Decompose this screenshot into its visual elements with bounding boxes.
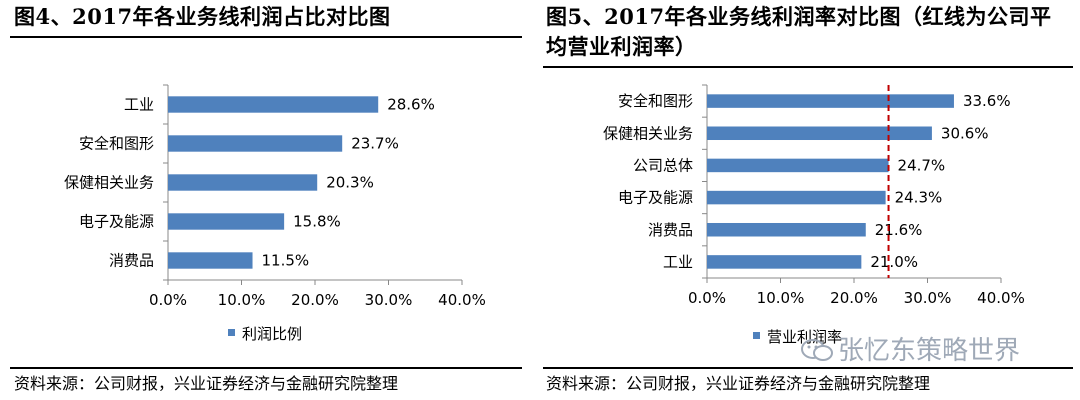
right-category-label: 安全和图形 bbox=[618, 92, 693, 110]
right-source-rule bbox=[543, 367, 1073, 369]
right-x-tick-label: 10.0% bbox=[757, 289, 805, 307]
left-x-tick-label: 10.0% bbox=[218, 291, 266, 309]
right-category-label: 保健相关业务 bbox=[603, 124, 693, 142]
right-value-label: 30.6% bbox=[941, 124, 989, 142]
right-value-label: 21.6% bbox=[875, 221, 923, 239]
left-value-label: 28.6% bbox=[387, 96, 435, 114]
right-legend-label: 营业利润率 bbox=[767, 328, 842, 346]
right-x-tick-label: 20.0% bbox=[830, 289, 878, 307]
left-bar bbox=[168, 213, 285, 230]
watermark-text: 张忆东策略世界 bbox=[838, 336, 1021, 366]
left-bar bbox=[168, 252, 253, 269]
left-value-label: 11.5% bbox=[262, 252, 310, 270]
right-source-note: 资料来源：公司财报，兴业证券经济与金融研究院整理 bbox=[546, 374, 931, 393]
right-value-label: 24.7% bbox=[898, 156, 946, 174]
right-chart-title-line2: 均营业利润率） bbox=[546, 34, 697, 59]
right-chart-title-line1: 图5、2017年各业务线利润率对比图（红线为公司平 bbox=[546, 4, 1052, 29]
left-title-rule bbox=[10, 36, 522, 38]
right-bar bbox=[707, 158, 889, 173]
wechat-logo-icon bbox=[801, 339, 833, 361]
right-bar-chart: 0.0% 10.0% 20.0% 30.0% 40.0% 安全和图形 33.6% 保健相关业务… bbox=[603, 84, 1025, 346]
right-category-label: 工业 bbox=[663, 253, 693, 271]
right-x-tick-label: 30.0% bbox=[904, 289, 952, 307]
left-category-label: 安全和图形 bbox=[79, 135, 154, 153]
left-x-tick-label: 40.0% bbox=[438, 291, 486, 309]
left-source-rule bbox=[10, 367, 522, 369]
right-bar bbox=[707, 222, 866, 237]
right-bar bbox=[707, 190, 886, 205]
left-legend-label: 利润比例 bbox=[242, 325, 302, 343]
left-x-tick-label: 30.0% bbox=[365, 291, 413, 309]
right-bar bbox=[707, 94, 954, 108]
left-bar bbox=[168, 96, 379, 113]
left-source-note: 资料来源：公司财报，兴业证券经济与金融研究院整理 bbox=[14, 374, 399, 393]
left-value-label: 23.7% bbox=[351, 135, 399, 153]
right-category-label: 电子及能源 bbox=[618, 189, 693, 207]
left-category-label: 电子及能源 bbox=[79, 213, 154, 231]
left-bar-chart: 0.0% 10.0% 20.0% 30.0% 40.0% 工业 28.6% 安全和图形 23.7… bbox=[64, 84, 486, 343]
right-value-label: 24.3% bbox=[895, 189, 943, 207]
left-x-tick-label: 0.0% bbox=[149, 291, 187, 309]
right-x-tick-label: 0.0% bbox=[688, 289, 726, 307]
left-bar bbox=[168, 174, 318, 191]
right-category-label: 公司总体 bbox=[633, 156, 693, 174]
right-x-tick-label: 40.0% bbox=[977, 289, 1025, 307]
left-value-label: 15.8% bbox=[293, 213, 341, 231]
left-category-label: 保健相关业务 bbox=[64, 174, 154, 192]
left-category-label: 消费品 bbox=[109, 252, 154, 270]
left-value-label: 20.3% bbox=[326, 174, 374, 192]
watermark: 张忆东策略世界 bbox=[800, 330, 1020, 367]
right-bar bbox=[707, 126, 932, 141]
right-title-rule bbox=[543, 66, 1073, 68]
right-value-label: 33.6% bbox=[963, 92, 1011, 110]
left-bar bbox=[168, 135, 343, 152]
left-chart-title: 图4、2017年各业务线利润占比对比图 bbox=[14, 4, 391, 29]
left-legend-marker bbox=[228, 329, 235, 336]
left-x-tick-label: 20.0% bbox=[291, 291, 339, 309]
left-category-label: 工业 bbox=[124, 96, 154, 114]
right-value-label: 21.0% bbox=[870, 253, 918, 271]
right-legend-marker bbox=[753, 332, 760, 339]
right-category-label: 消费品 bbox=[648, 221, 693, 239]
right-bar bbox=[707, 255, 862, 269]
